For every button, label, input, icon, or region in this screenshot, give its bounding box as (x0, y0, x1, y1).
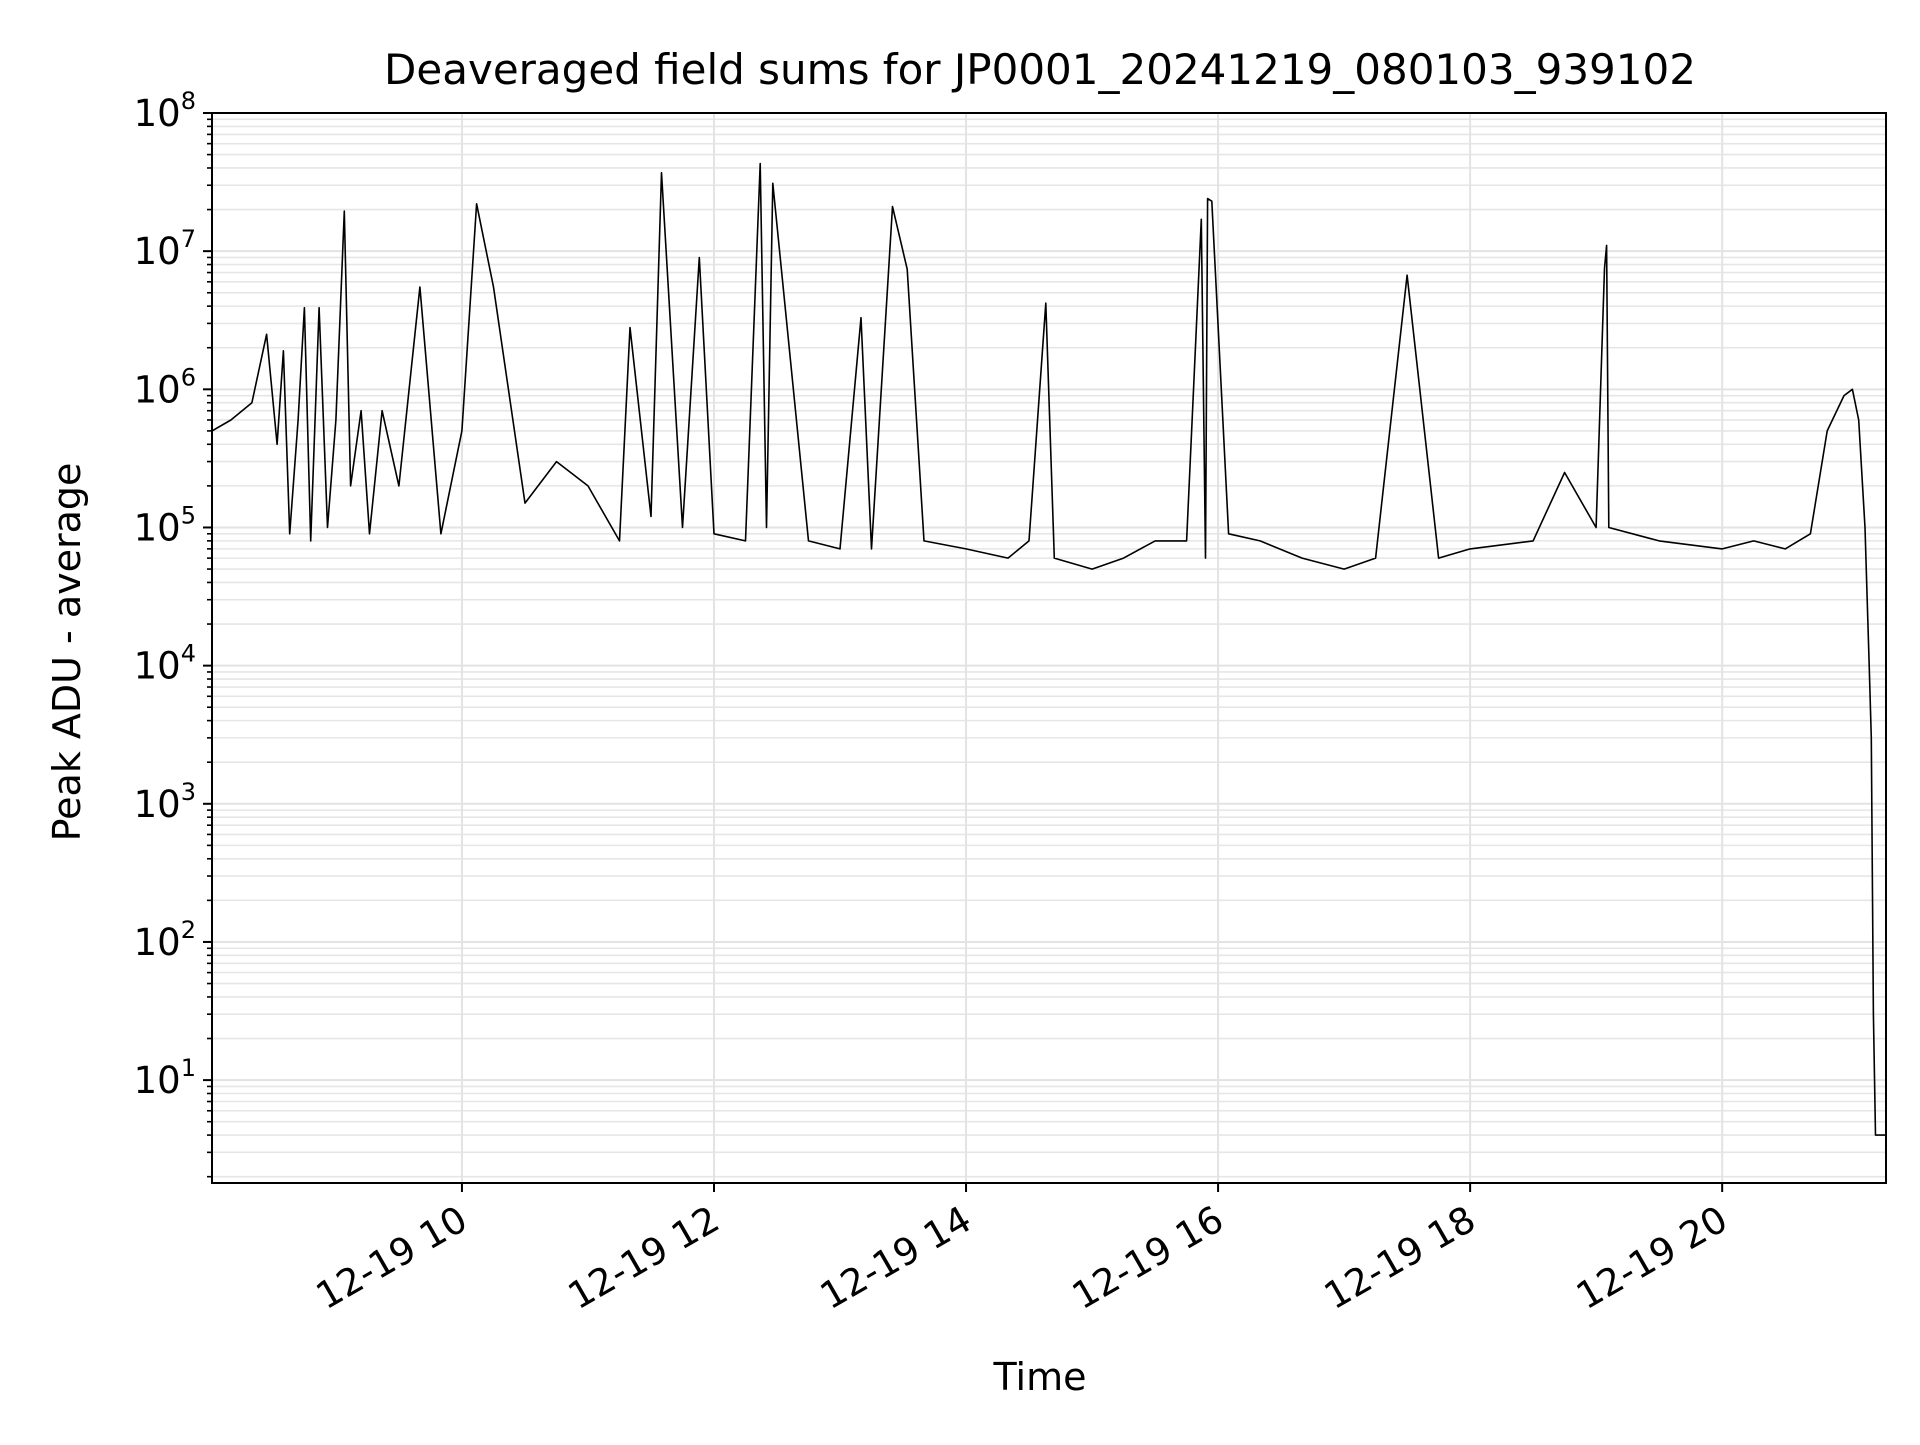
y-axis-label: Peak ADU - average (45, 463, 89, 842)
chart-title: Deaveraged field sums for JP0001_2024121… (384, 45, 1696, 94)
series-layer (211, 162, 1886, 1136)
series-line-0 (211, 162, 1886, 1136)
y-tick-label: 103 (134, 778, 196, 826)
x-axis-label: Time (993, 1355, 1087, 1399)
y-tick-label: 106 (134, 363, 196, 411)
y-tick-label: 101 (134, 1054, 196, 1102)
y-tick-label: 102 (134, 916, 196, 964)
y-tick-label: 108 (134, 87, 196, 135)
y-tick-label: 104 (134, 640, 196, 688)
plot-frame (211, 112, 1887, 1184)
y-tick-label: 107 (134, 225, 196, 273)
y-tick-label: 105 (134, 501, 196, 549)
y-axis: 101 102 103 104 105 106 107 108 (134, 87, 212, 1178)
